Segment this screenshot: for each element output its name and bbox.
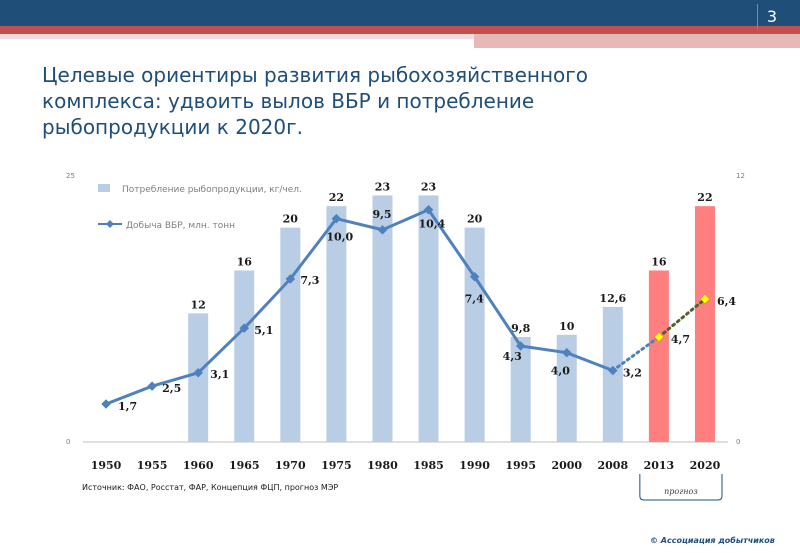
line-value-label: 3,2 [623, 367, 642, 380]
slide-title: Целевые ориентиры развития рыбохозяйстве… [42, 63, 589, 139]
bar [188, 313, 209, 442]
line-marker [561, 347, 572, 358]
line-marker [423, 204, 434, 215]
line-value-label: 9,5 [372, 208, 391, 221]
line-value-label: 5,1 [254, 324, 273, 337]
line-marker [147, 381, 157, 392]
bar [372, 195, 393, 442]
line-marker [654, 332, 664, 342]
line-series-forecast [657, 297, 707, 339]
line-value-label: 2,5 [162, 382, 181, 395]
forecast-bracket [639, 474, 723, 501]
bar [648, 270, 669, 442]
line-value-label: 7,3 [300, 274, 319, 287]
x-tick-label: 1975 [321, 459, 352, 472]
line-series-actual [105, 207, 614, 406]
bar-value-label: 16 [651, 255, 667, 268]
slide-number: 3 [757, 4, 786, 30]
footer-copyright: © Ассоциация добытчиков [650, 536, 775, 545]
line-marker [377, 224, 388, 235]
line-value-label: 7,4 [465, 293, 484, 306]
bar-value-label: 22 [697, 191, 712, 204]
line-value-label: 6,4 [717, 295, 736, 308]
bar [510, 336, 531, 442]
legend-swatch-bars [98, 184, 110, 192]
bar [464, 227, 485, 442]
line-series-forecast [611, 335, 661, 373]
bar-value-label: 20 [467, 213, 483, 226]
line-marker [469, 271, 480, 282]
forecast-label: прогноз [664, 487, 698, 496]
line-marker [331, 213, 342, 224]
bar [326, 206, 347, 442]
legend-label-bars: Потребление рыбопродукции, кг/чел. [122, 185, 302, 195]
header-accent-band [0, 26, 800, 34]
line-marker [101, 399, 111, 409]
x-tick-label: 1950 [91, 459, 122, 472]
line-value-label: 10,4 [419, 218, 446, 231]
x-tick-label: 1955 [137, 459, 168, 472]
bar-value-label: 23 [421, 180, 436, 193]
line-marker [239, 323, 250, 333]
x-tick-label: 1970 [275, 459, 306, 472]
bar-value-label: 10 [559, 320, 575, 333]
line-marker [193, 367, 204, 378]
x-tick-label: 1985 [413, 459, 444, 472]
header-light-band [0, 34, 474, 39]
bar-value-label: 12 [191, 298, 206, 311]
bar [418, 195, 439, 442]
line-marker [515, 341, 526, 351]
y-left-tick-label: 25 [66, 172, 75, 180]
x-tick-label: 2020 [690, 459, 721, 472]
x-tick-label: 2000 [551, 459, 582, 472]
bar [556, 334, 577, 442]
bar [694, 206, 715, 442]
header-band [0, 0, 800, 26]
bar-value-label: 16 [237, 255, 253, 268]
bar-value-label: 12,6 [599, 292, 626, 305]
legend-swatch-marker [106, 220, 114, 228]
line-marker [285, 274, 296, 284]
y-right-tick-label: 0 [736, 438, 740, 446]
source-note: Источник: ФАО, Росстат, ФАР, Концепция Ф… [82, 483, 338, 492]
line-value-label: 4,3 [503, 350, 522, 363]
bar-value-label: 20 [283, 213, 299, 226]
x-tick-label: 1960 [183, 459, 214, 472]
bar-value-label: 22 [329, 191, 344, 204]
bar-value-label: 23 [375, 180, 390, 193]
line-value-label: 10,0 [326, 231, 353, 244]
x-tick-label: 1980 [367, 459, 398, 472]
line-value-label: 4,7 [671, 333, 690, 346]
bar [280, 227, 301, 442]
line-value-label: 1,7 [118, 400, 137, 413]
line-marker [700, 294, 710, 304]
x-tick-label: 1995 [505, 459, 536, 472]
x-tick-label: 1965 [229, 459, 260, 472]
line-value-label: 3,1 [210, 368, 229, 381]
legend-label-line: Добыча ВБР, млн. тонн [126, 221, 235, 231]
bar [234, 270, 255, 442]
x-tick-label: 1990 [459, 459, 490, 472]
bar-value-label: 9,8 [511, 322, 530, 335]
y-right-tick-label: 12 [736, 172, 745, 180]
line-marker [607, 365, 618, 376]
x-tick-label: 2013 [644, 459, 675, 472]
x-tick-label: 2008 [598, 459, 629, 472]
line-value-label: 4,0 [551, 365, 570, 378]
header-pink-band [474, 34, 800, 48]
y-left-tick-label: 0 [66, 438, 70, 446]
